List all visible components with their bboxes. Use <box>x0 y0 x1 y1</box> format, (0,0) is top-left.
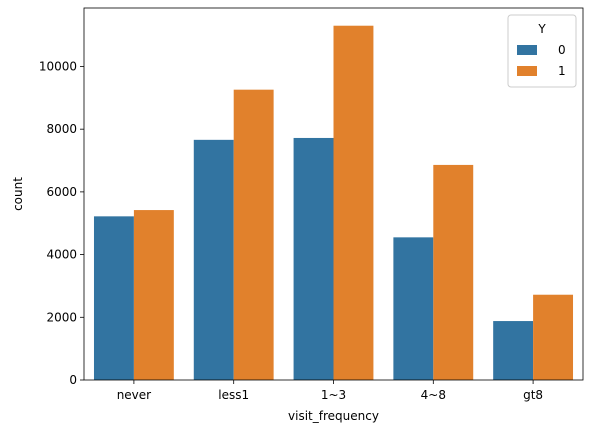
y-axis: 0 2000 4000 6000 8000 10000 <box>39 59 84 387</box>
legend: Y0 1 <box>507 14 577 88</box>
x-axis-label: visit_frequency <box>288 409 379 423</box>
x-tick-label: 4~8 <box>421 388 446 402</box>
legend-label-1: 1 <box>558 64 566 78</box>
bar-never-series-0 <box>93 216 134 380</box>
y-tick-label: 4000 <box>46 248 77 262</box>
y-tick-label: 6000 <box>46 185 77 199</box>
bar-1~3-series-1 <box>333 25 374 380</box>
y-tick-label: 8000 <box>46 122 77 136</box>
x-axis: never less1 1~3 4~8 gt8 <box>117 380 543 402</box>
y-axis-label: count <box>11 177 25 211</box>
x-tick-label: 1~3 <box>321 388 346 402</box>
bar-4~8-series-1 <box>433 164 474 380</box>
bar-1~3-series-0 <box>293 137 334 380</box>
x-tick-label: never <box>117 388 151 402</box>
bar-gt8-series-0 <box>493 321 534 380</box>
legend-label-0: 0 <box>558 43 566 57</box>
legend-title: Y <box>537 22 546 36</box>
bar-gt8-series-1 <box>533 294 574 380</box>
x-tick-label: gt8 <box>523 388 543 402</box>
bar-less1-series-1 <box>233 89 274 380</box>
x-tick-label: less1 <box>218 388 249 402</box>
legend-swatch-1 <box>517 66 537 76</box>
y-tick-label: 0 <box>69 373 77 387</box>
y-tick-label: 2000 <box>46 310 77 324</box>
y-tick-label: 10000 <box>39 59 77 73</box>
bar-4~8-series-0 <box>393 237 434 380</box>
bar-less1-series-0 <box>193 139 234 380</box>
bar-never-series-1 <box>133 210 174 380</box>
bars-layer <box>93 25 574 380</box>
legend-swatch-0 <box>517 45 537 55</box>
